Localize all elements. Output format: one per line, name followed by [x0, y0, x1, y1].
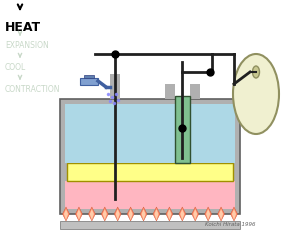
- Polygon shape: [129, 209, 133, 220]
- Polygon shape: [154, 209, 159, 220]
- Polygon shape: [141, 209, 146, 220]
- Polygon shape: [179, 207, 186, 221]
- Bar: [67, 163, 233, 181]
- Text: EXPANSION: EXPANSION: [5, 41, 49, 50]
- Polygon shape: [88, 207, 95, 221]
- Polygon shape: [75, 207, 82, 221]
- Polygon shape: [64, 209, 68, 220]
- Bar: [60, 221, 240, 229]
- Bar: [110, 74, 120, 99]
- Polygon shape: [77, 209, 81, 220]
- Polygon shape: [101, 207, 108, 221]
- Bar: [65, 104, 235, 163]
- Bar: [60, 99, 240, 214]
- Polygon shape: [153, 207, 160, 221]
- Polygon shape: [193, 209, 197, 220]
- Ellipse shape: [233, 54, 279, 134]
- Polygon shape: [218, 207, 225, 221]
- Text: CONTRACTION: CONTRACTION: [5, 85, 61, 94]
- Polygon shape: [127, 207, 134, 221]
- Bar: [175, 96, 190, 163]
- Polygon shape: [140, 207, 147, 221]
- Bar: [190, 84, 200, 99]
- Polygon shape: [114, 207, 121, 221]
- Polygon shape: [206, 209, 210, 220]
- Bar: [165, 84, 175, 99]
- Polygon shape: [192, 207, 199, 221]
- Ellipse shape: [252, 66, 259, 78]
- Polygon shape: [232, 209, 236, 220]
- Polygon shape: [116, 209, 120, 220]
- Polygon shape: [167, 209, 171, 220]
- Bar: [84, 75, 94, 78]
- Polygon shape: [90, 209, 94, 220]
- Polygon shape: [62, 207, 69, 221]
- FancyBboxPatch shape: [80, 78, 98, 85]
- Polygon shape: [219, 209, 223, 220]
- Text: COOL: COOL: [5, 63, 26, 72]
- Polygon shape: [166, 207, 173, 221]
- Polygon shape: [180, 209, 185, 220]
- Polygon shape: [230, 207, 237, 221]
- Bar: [65, 181, 235, 209]
- Polygon shape: [205, 207, 212, 221]
- Text: HEAT: HEAT: [5, 21, 41, 34]
- Polygon shape: [103, 209, 107, 220]
- Text: Koichi Hirata 1996: Koichi Hirata 1996: [205, 222, 256, 227]
